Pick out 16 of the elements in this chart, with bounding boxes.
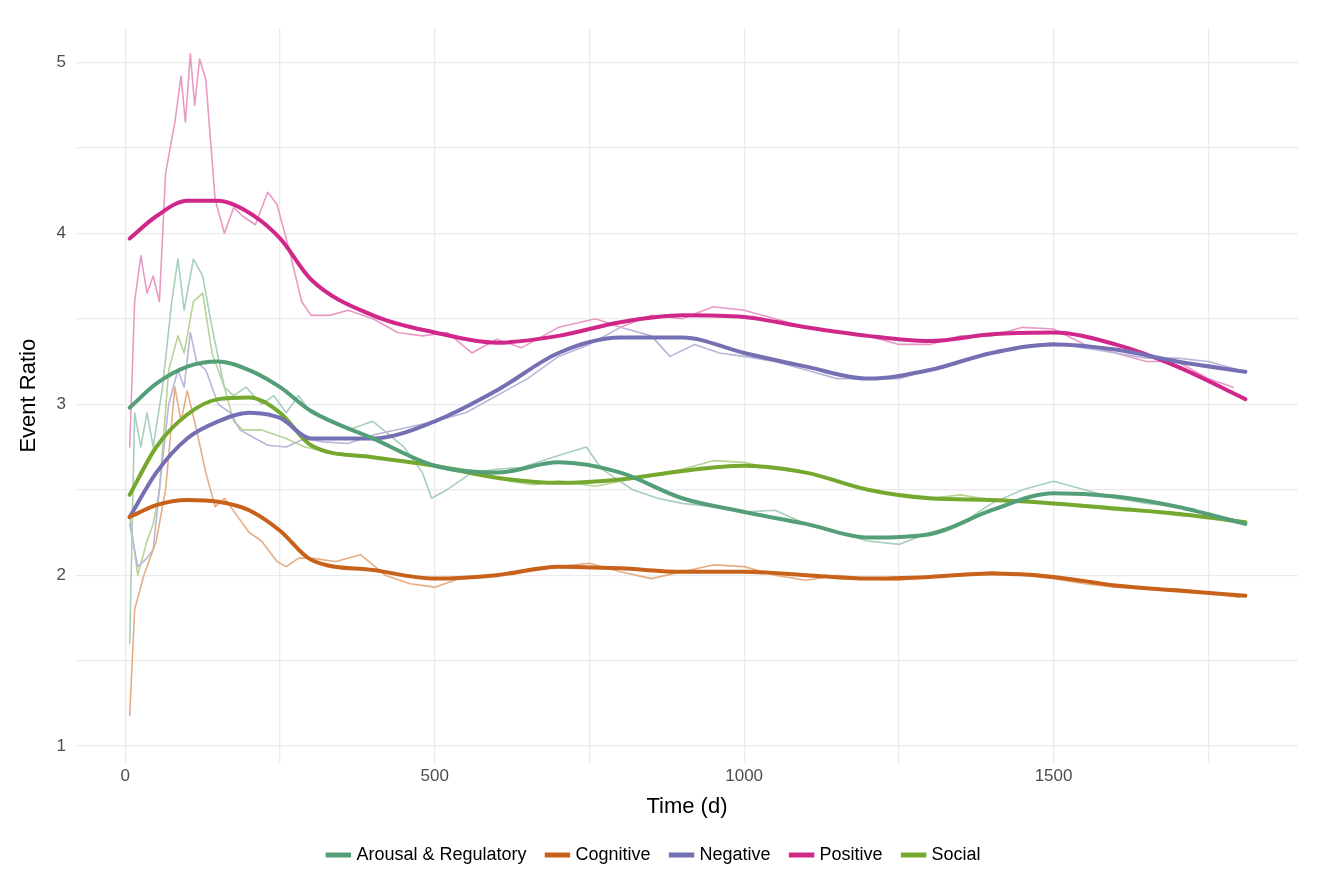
legend-label: Social (931, 843, 981, 864)
x-tick-label: 500 (420, 766, 449, 786)
x-tick-label: 0 (120, 766, 131, 786)
x-axis-title: Time (d) (646, 792, 728, 818)
legend-label: Positive (819, 843, 883, 864)
legend-label: Arousal & Regulatory (356, 843, 527, 864)
y-tick-label: 5 (56, 52, 66, 72)
legend-label: Negative (699, 843, 771, 864)
y-tick-label: 2 (56, 564, 66, 584)
legend-label: Cognitive (575, 843, 651, 864)
y-tick-label: 3 (56, 393, 66, 413)
y-tick-label: 1 (56, 735, 66, 755)
y-axis-title: Event Ratio (15, 338, 41, 453)
x-tick-label: 1500 (1034, 766, 1073, 786)
x-tick-label: 1000 (725, 766, 764, 786)
y-tick-label: 4 (56, 223, 66, 242)
